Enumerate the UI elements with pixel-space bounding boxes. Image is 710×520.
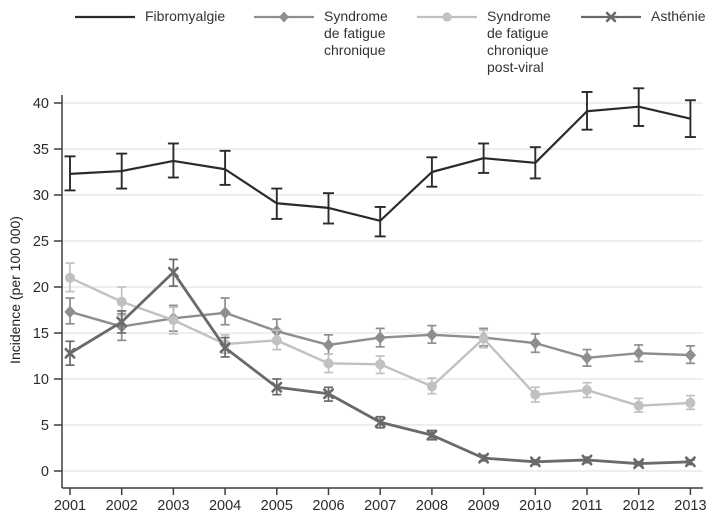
- y-tick-label: 30: [33, 188, 49, 204]
- data-point-x: [64, 347, 76, 359]
- y-tick-label: 15: [33, 326, 49, 342]
- gridlines: [62, 102, 703, 472]
- data-point-x: [478, 452, 490, 464]
- x-tick-label: 2006: [312, 498, 344, 514]
- data-point-circle: [685, 397, 696, 408]
- data-point-diamond: [581, 351, 593, 365]
- data-point-diamond: [219, 306, 231, 320]
- data-point-x: [219, 342, 231, 354]
- data-point-circle: [582, 385, 592, 396]
- y-tick-label: 20: [33, 280, 49, 296]
- data-point-circle: [633, 400, 644, 411]
- data-point-diamond: [684, 348, 697, 362]
- data-point-diamond: [529, 336, 541, 350]
- data-point-circle: [530, 389, 541, 400]
- x-tick-label: 2002: [106, 498, 138, 514]
- fibromyalgie-line-icon: [74, 9, 136, 25]
- data-point-diamond: [633, 346, 645, 360]
- x-tick-label: 2008: [416, 498, 448, 514]
- legend-label-syndrome-fatigue-chronique-post-viral: Syndrome de fatigue chronique post-viral: [487, 8, 551, 75]
- series-asthenie: [64, 258, 696, 470]
- legend-item-asthenie: Asthénie: [580, 8, 705, 25]
- x-tick-label: 2003: [157, 498, 189, 514]
- data-point-diamond: [426, 328, 438, 342]
- data-point-x: [167, 266, 179, 278]
- y-axis-title: Incidence (per 100 000): [7, 216, 23, 364]
- tick-labels: 0 5 10 15 20 25 30 35 40 2001 2002 2003 2004 2005 2006…: [33, 96, 707, 514]
- data-point-circle: [478, 333, 489, 344]
- data-point-circle: [65, 272, 75, 283]
- chart-legend: Fibromyalgie Syndrome de fatigue chroniq…: [0, 0, 710, 80]
- data-point-x: [633, 458, 645, 470]
- data-point-circle: [323, 358, 334, 369]
- y-tick-label: 0: [41, 464, 49, 480]
- data-point-circle: [375, 359, 386, 370]
- data-point-x: [116, 316, 128, 328]
- x-tick-label: 2007: [364, 498, 396, 514]
- x-tick-label: 2009: [467, 498, 499, 514]
- data-point-x: [426, 429, 438, 441]
- diamond-marker-icon: [253, 9, 315, 25]
- x-tick-label: 2010: [519, 498, 551, 514]
- x-tick-label: 2011: [571, 498, 602, 514]
- data-point-x: [271, 381, 283, 393]
- data-point-circle: [271, 335, 282, 346]
- x-tick-label: 2004: [209, 498, 241, 514]
- data-point-diamond: [322, 338, 335, 352]
- legend-item-fibromyalgie: Fibromyalgie: [74, 8, 225, 25]
- legend-item-syndrome-fatigue-chronique: Syndrome de fatigue chronique: [253, 8, 388, 59]
- circle-marker-icon: [416, 9, 478, 25]
- y-tick-label: 40: [33, 96, 49, 112]
- data-point-x: [581, 454, 593, 466]
- legend-item-syndrome-fatigue-chronique-post-viral: Syndrome de fatigue chronique post-viral: [416, 8, 551, 76]
- data-point-x: [322, 388, 335, 400]
- data-point-circle: [168, 315, 179, 326]
- data-point-diamond: [64, 305, 76, 319]
- series-fibromyalgie: [64, 87, 696, 238]
- data-point-x: [374, 416, 386, 428]
- y-tick-label: 35: [33, 142, 49, 158]
- legend-label-syndrome-fatigue-chronique: Syndrome de fatigue chronique: [324, 8, 388, 58]
- legend-label-fibromyalgie: Fibromyalgie: [145, 8, 226, 24]
- x-marker-icon: [580, 9, 642, 25]
- data-point-circle: [116, 296, 127, 307]
- y-tick-label: 5: [41, 418, 49, 434]
- data-point-x: [529, 456, 541, 468]
- data-point-x: [684, 456, 696, 468]
- x-tick-label: 2005: [261, 498, 293, 514]
- data-point-diamond: [374, 331, 386, 344]
- data-point-circle: [426, 381, 437, 392]
- series-line: [69, 105, 691, 222]
- axes: [54, 95, 703, 495]
- x-tick-label: 2001: [54, 498, 86, 514]
- x-tick-label: 2012: [623, 498, 655, 514]
- legend-label-asthenie: Asthénie: [651, 8, 706, 24]
- y-tick-label: 25: [33, 234, 49, 250]
- x-tick-label: 2013: [674, 498, 706, 514]
- y-tick-label: 10: [33, 372, 49, 388]
